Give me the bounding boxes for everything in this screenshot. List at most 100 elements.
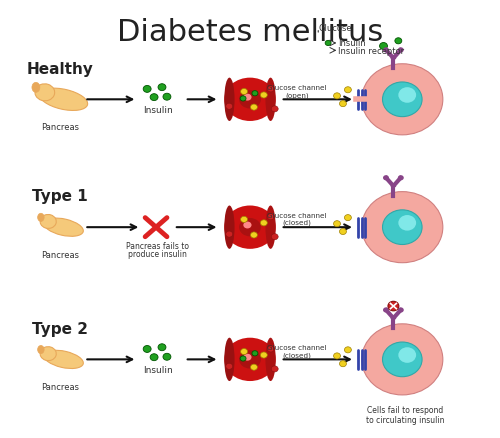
Circle shape [272, 366, 278, 372]
Ellipse shape [239, 350, 261, 369]
Circle shape [143, 86, 151, 93]
Circle shape [163, 94, 171, 101]
Circle shape [398, 176, 404, 181]
Circle shape [250, 105, 258, 111]
Ellipse shape [244, 354, 252, 361]
Circle shape [240, 89, 248, 95]
Text: Glucose channel
(closed): Glucose channel (closed) [267, 344, 326, 358]
Circle shape [272, 106, 278, 113]
Circle shape [260, 93, 268, 99]
Circle shape [272, 234, 278, 240]
Circle shape [344, 215, 352, 221]
Circle shape [252, 92, 258, 97]
Circle shape [240, 217, 248, 223]
Circle shape [383, 48, 389, 53]
Text: Type 1: Type 1 [32, 189, 88, 204]
Ellipse shape [224, 206, 234, 249]
Ellipse shape [224, 338, 276, 381]
Ellipse shape [35, 85, 54, 102]
Text: Type 2: Type 2 [32, 321, 88, 336]
Circle shape [334, 353, 340, 359]
Ellipse shape [239, 219, 261, 237]
Ellipse shape [266, 206, 276, 249]
Circle shape [226, 364, 232, 370]
Circle shape [395, 39, 402, 45]
Circle shape [143, 346, 151, 353]
Circle shape [398, 88, 416, 103]
Ellipse shape [244, 95, 252, 101]
Circle shape [382, 210, 422, 245]
Ellipse shape [44, 219, 84, 237]
Text: Cells fail to respond
to circulating insulin: Cells fail to respond to circulating ins… [366, 405, 444, 424]
Circle shape [334, 94, 340, 99]
Text: Insulin: Insulin [142, 105, 172, 114]
Text: Insulin: Insulin [338, 39, 366, 48]
Circle shape [398, 48, 404, 53]
Ellipse shape [44, 350, 84, 369]
Circle shape [344, 88, 352, 94]
Circle shape [382, 83, 422, 117]
Text: Insulin: Insulin [142, 365, 172, 374]
Circle shape [240, 349, 248, 355]
Ellipse shape [224, 78, 234, 122]
Circle shape [158, 344, 166, 351]
Circle shape [250, 233, 258, 238]
Circle shape [268, 346, 274, 352]
Ellipse shape [266, 338, 276, 381]
Circle shape [388, 302, 399, 311]
Text: Pancreas fails to: Pancreas fails to [126, 241, 188, 251]
Text: Pancreas: Pancreas [40, 250, 78, 259]
Circle shape [380, 43, 388, 50]
Circle shape [240, 97, 246, 102]
Circle shape [383, 176, 389, 181]
Circle shape [340, 101, 346, 107]
Circle shape [150, 95, 158, 101]
Circle shape [398, 215, 416, 231]
Ellipse shape [40, 347, 56, 361]
Ellipse shape [38, 214, 44, 222]
Ellipse shape [239, 91, 261, 109]
Circle shape [163, 353, 171, 360]
Text: Insulin receptor: Insulin receptor [338, 47, 404, 56]
Ellipse shape [224, 338, 234, 381]
Ellipse shape [32, 83, 40, 93]
Circle shape [250, 364, 258, 371]
Ellipse shape [224, 206, 276, 249]
Text: Glucose channel
(closed): Glucose channel (closed) [267, 212, 326, 226]
Circle shape [340, 361, 346, 367]
Circle shape [383, 307, 389, 313]
Circle shape [340, 229, 346, 235]
Circle shape [334, 221, 340, 227]
Ellipse shape [40, 89, 88, 111]
Text: Glucose: Glucose [318, 24, 352, 33]
Circle shape [252, 351, 258, 356]
Circle shape [382, 342, 422, 377]
Circle shape [260, 352, 268, 358]
Text: Glucose channel
(open): Glucose channel (open) [267, 85, 326, 99]
Text: Diabetes mellitus: Diabetes mellitus [117, 18, 383, 47]
Circle shape [150, 354, 158, 361]
Text: Healthy: Healthy [26, 61, 93, 76]
Text: produce insulin: produce insulin [128, 249, 186, 258]
Ellipse shape [40, 215, 56, 229]
Circle shape [158, 85, 166, 92]
Circle shape [362, 65, 443, 135]
Ellipse shape [244, 222, 252, 229]
Circle shape [260, 220, 268, 226]
Circle shape [226, 104, 232, 110]
Circle shape [268, 214, 274, 220]
Circle shape [344, 347, 352, 353]
Text: Pancreas: Pancreas [40, 122, 78, 131]
Ellipse shape [224, 78, 276, 122]
Ellipse shape [266, 78, 276, 122]
Circle shape [398, 347, 416, 363]
Ellipse shape [38, 346, 44, 354]
Circle shape [398, 307, 404, 313]
Circle shape [240, 356, 246, 361]
Circle shape [325, 41, 331, 46]
Text: Pancreas: Pancreas [40, 382, 78, 391]
Circle shape [226, 232, 232, 237]
Circle shape [268, 87, 274, 93]
Circle shape [362, 192, 443, 263]
Circle shape [362, 324, 443, 395]
